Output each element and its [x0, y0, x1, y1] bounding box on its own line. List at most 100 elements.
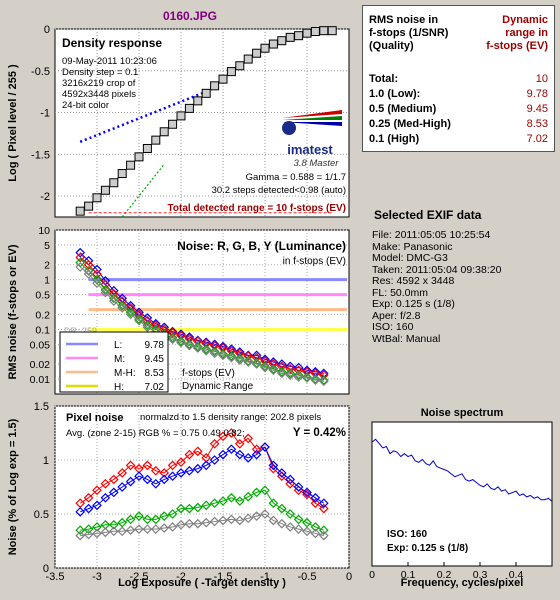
density-info-line: Density step = 0.1	[62, 67, 138, 78]
pixel-noise-panel: 0 0.5 1 1.5 -3.5 -3 -2.5 -2 -1.5 -1 -0.5 0 Noise (%…	[7, 401, 352, 589]
exif-line: ISO: 160	[372, 321, 414, 333]
noise-point	[268, 364, 279, 374]
total-range-text: Total detected range = 10 f-stops (EV)	[168, 203, 346, 214]
pixel-noise-xtick-label: -3	[92, 571, 102, 583]
pixel-noise-point	[209, 498, 220, 509]
noise-point	[226, 345, 237, 356]
density-point	[184, 103, 194, 113]
noise-point	[318, 375, 329, 385]
pixel-noise-point	[302, 526, 312, 537]
pixel-noise-series-line	[79, 432, 325, 510]
spectrum-panel: Noise spectrum 0 0.1 0.2 0.3 0.4 ISO: 160 Ex…	[369, 407, 553, 589]
pixel-noise-point	[184, 449, 195, 460]
noise-point	[218, 350, 228, 361]
noise-ytick-label: 0.1	[35, 324, 50, 336]
noise-point	[184, 340, 195, 351]
spectrum-xtick-label: 0.3	[473, 569, 488, 581]
figure-title: 0160.JPG	[163, 9, 217, 23]
exif-line: Make: Panasonic	[372, 240, 453, 253]
pixel-noise-point	[218, 515, 228, 526]
pixel-noise-subtitle: normalzd to 1.5 density range: 202.8 pix…	[140, 412, 321, 423]
noise-point	[201, 344, 212, 354]
noise-point	[142, 322, 153, 333]
density-point	[84, 201, 94, 211]
summary-row-label: 1.0 (Low):	[369, 88, 420, 100]
noise-point	[142, 320, 153, 331]
pixel-noise-point	[159, 511, 170, 522]
spectrum-exp: Exp: 0.125 s (1/8)	[387, 543, 468, 554]
noise-point	[251, 359, 262, 369]
noise-point	[260, 361, 270, 372]
pixel-noise-point	[108, 487, 119, 498]
noise-point	[293, 365, 304, 376]
pixel-noise-marks	[75, 428, 329, 541]
noise-point	[209, 346, 220, 357]
noise-point	[83, 259, 94, 270]
pixel-noise-point	[125, 460, 136, 471]
noise-title: Noise: R, G, B, Y (Luminance)	[177, 239, 346, 253]
density-point	[243, 54, 253, 64]
pixel-noise-point	[234, 449, 245, 460]
pixel-noise-point	[159, 468, 170, 478]
pixel-noise-point	[268, 498, 279, 509]
pixel-noise-point	[176, 457, 186, 468]
noise-point	[310, 374, 321, 384]
noise-point	[192, 336, 203, 346]
pixel-noise-point	[176, 468, 186, 478]
pixel-noise-xtick-label: -2	[176, 571, 186, 583]
exif-title: Selected EXIF data	[374, 208, 482, 222]
noise-point	[201, 345, 212, 356]
spectrum-xlabel: Frequency, cycles/pixel	[401, 577, 524, 589]
noise-marks	[75, 247, 329, 387]
pixel-noise-point	[83, 524, 94, 534]
pixel-noise-point	[108, 519, 119, 530]
pixel-noise-series-line	[80, 489, 324, 531]
pixel-noise-point	[150, 524, 161, 534]
density-info-line: 09-May-2011 10:23:06	[62, 56, 157, 67]
density-point	[92, 193, 102, 203]
noise-point	[310, 375, 321, 385]
density-grid	[55, 28, 349, 217]
noise-point	[75, 257, 86, 268]
pixel-noise-title: Pixel noise	[66, 412, 123, 424]
density-point	[310, 27, 320, 37]
pixel-noise-y: Y = 0.42%	[293, 427, 346, 439]
pixel-noise-point	[218, 449, 228, 460]
pixel-noise-point	[92, 522, 102, 532]
noise-point	[125, 309, 136, 320]
spectrum-xtick-label: 0	[369, 569, 375, 581]
density-point	[327, 26, 337, 36]
pixel-noise-point	[176, 503, 186, 514]
pixel-noise-point	[209, 516, 220, 527]
noise-point	[318, 370, 329, 380]
summary-header-left: (Quality)	[369, 40, 414, 52]
spectrum-xtick-label: 0.4	[509, 569, 524, 581]
summary-row-value: 8.53	[527, 118, 548, 130]
pixel-noise-point	[100, 527, 111, 538]
density-point	[302, 28, 312, 38]
pixel-noise-point	[243, 491, 254, 502]
pixel-noise-point	[268, 460, 279, 471]
noise-point	[192, 341, 203, 352]
pixel-noise-point	[251, 449, 262, 460]
density-fit-line-2	[121, 163, 165, 218]
legend-label: L:	[114, 340, 122, 351]
noise-point	[75, 262, 86, 272]
density-marks	[75, 26, 337, 218]
pixel-noise-avg: Avg. (zone 2-15) RGB % = 0.75 0.49 0.82;	[66, 428, 245, 439]
legend-value: 8.53	[145, 368, 165, 379]
pixel-noise-point	[142, 474, 153, 485]
pixel-noise-point	[234, 438, 245, 449]
density-point	[176, 111, 186, 121]
noise-point	[251, 352, 262, 363]
noise-point	[117, 303, 128, 313]
density-point	[226, 67, 236, 77]
noise-point	[167, 334, 178, 345]
noise-point	[218, 349, 228, 359]
pixel-noise-xtick-label: 0	[346, 571, 352, 583]
summary-header-left: f-stops (1/SNR)	[369, 27, 449, 39]
pixel-noise-point	[108, 526, 119, 537]
imatest-logo: imatest 3.8 Master	[282, 110, 342, 169]
summary-header-right: f-stops (EV)	[486, 40, 548, 52]
